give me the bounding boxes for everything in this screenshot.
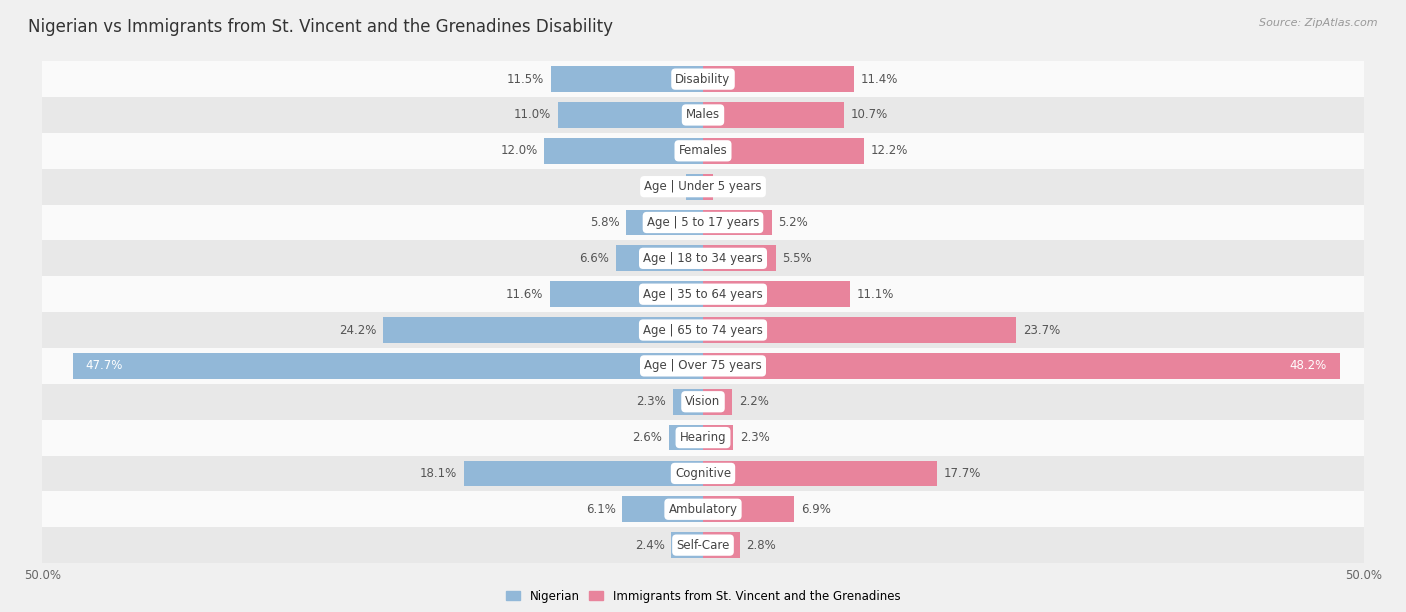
Text: 5.2%: 5.2% xyxy=(779,216,808,229)
Bar xyxy=(42,312,1364,348)
Text: 23.7%: 23.7% xyxy=(1022,324,1060,337)
Text: 47.7%: 47.7% xyxy=(86,359,124,372)
Text: 0.79%: 0.79% xyxy=(720,180,758,193)
Bar xyxy=(42,97,1364,133)
Text: 48.2%: 48.2% xyxy=(1289,359,1327,372)
Bar xyxy=(42,169,1364,204)
Bar xyxy=(703,245,776,271)
Text: Ambulatory: Ambulatory xyxy=(668,503,738,516)
Text: Disability: Disability xyxy=(675,73,731,86)
Text: Nigerian vs Immigrants from St. Vincent and the Grenadines Disability: Nigerian vs Immigrants from St. Vincent … xyxy=(28,18,613,36)
Text: 11.5%: 11.5% xyxy=(508,73,544,86)
Bar xyxy=(703,282,849,307)
Bar xyxy=(42,241,1364,276)
Text: 18.1%: 18.1% xyxy=(420,467,457,480)
Text: 17.7%: 17.7% xyxy=(943,467,981,480)
Bar xyxy=(42,384,1364,420)
Bar xyxy=(686,174,703,200)
Bar xyxy=(42,61,1364,97)
Bar xyxy=(703,174,713,200)
Text: 5.8%: 5.8% xyxy=(591,216,620,229)
Bar xyxy=(551,66,703,92)
Bar xyxy=(42,420,1364,455)
Text: 2.3%: 2.3% xyxy=(740,431,769,444)
Bar xyxy=(703,138,865,164)
Bar xyxy=(42,276,1364,312)
Text: 6.6%: 6.6% xyxy=(579,252,609,265)
Text: 12.0%: 12.0% xyxy=(501,144,537,157)
Bar xyxy=(73,353,703,379)
Text: Self-Care: Self-Care xyxy=(676,539,730,551)
Text: Cognitive: Cognitive xyxy=(675,467,731,480)
Bar xyxy=(703,102,845,128)
Text: 6.1%: 6.1% xyxy=(586,503,616,516)
Text: Age | 65 to 74 years: Age | 65 to 74 years xyxy=(643,324,763,337)
Bar xyxy=(42,527,1364,563)
Text: Hearing: Hearing xyxy=(679,431,727,444)
Text: Source: ZipAtlas.com: Source: ZipAtlas.com xyxy=(1260,18,1378,28)
Bar xyxy=(42,348,1364,384)
Text: 2.4%: 2.4% xyxy=(634,539,665,551)
Text: 11.0%: 11.0% xyxy=(513,108,551,121)
Bar xyxy=(42,204,1364,241)
Text: 5.5%: 5.5% xyxy=(782,252,811,265)
Bar xyxy=(626,209,703,236)
Bar xyxy=(616,245,703,271)
Bar xyxy=(671,532,703,558)
Bar xyxy=(550,282,703,307)
Bar xyxy=(464,460,703,487)
Text: 11.1%: 11.1% xyxy=(856,288,894,300)
Text: 11.6%: 11.6% xyxy=(506,288,543,300)
Bar xyxy=(672,389,703,415)
Text: 1.3%: 1.3% xyxy=(650,180,679,193)
Text: 2.8%: 2.8% xyxy=(747,539,776,551)
Text: 11.4%: 11.4% xyxy=(860,73,897,86)
Text: 10.7%: 10.7% xyxy=(851,108,889,121)
Text: Vision: Vision xyxy=(685,395,721,408)
Bar xyxy=(623,496,703,522)
Text: 24.2%: 24.2% xyxy=(339,324,377,337)
Bar xyxy=(703,353,1340,379)
Text: 2.2%: 2.2% xyxy=(738,395,769,408)
Text: Age | Over 75 years: Age | Over 75 years xyxy=(644,359,762,372)
Text: 2.3%: 2.3% xyxy=(637,395,666,408)
Text: Age | 5 to 17 years: Age | 5 to 17 years xyxy=(647,216,759,229)
Bar xyxy=(42,455,1364,491)
Text: Age | Under 5 years: Age | Under 5 years xyxy=(644,180,762,193)
Bar xyxy=(384,317,703,343)
Bar xyxy=(544,138,703,164)
Text: 2.6%: 2.6% xyxy=(633,431,662,444)
Bar xyxy=(703,66,853,92)
Text: Age | 35 to 64 years: Age | 35 to 64 years xyxy=(643,288,763,300)
Legend: Nigerian, Immigrants from St. Vincent and the Grenadines: Nigerian, Immigrants from St. Vincent an… xyxy=(501,585,905,607)
Bar xyxy=(703,317,1017,343)
Bar xyxy=(42,491,1364,527)
Bar xyxy=(703,460,936,487)
Text: Females: Females xyxy=(679,144,727,157)
Bar xyxy=(669,425,703,450)
Text: Age | 18 to 34 years: Age | 18 to 34 years xyxy=(643,252,763,265)
Bar xyxy=(703,389,733,415)
Text: Males: Males xyxy=(686,108,720,121)
Bar xyxy=(703,496,794,522)
Bar xyxy=(703,425,734,450)
Text: 12.2%: 12.2% xyxy=(870,144,908,157)
Bar xyxy=(703,532,740,558)
Bar xyxy=(703,209,772,236)
Bar xyxy=(558,102,703,128)
Text: 6.9%: 6.9% xyxy=(801,503,831,516)
Bar xyxy=(42,133,1364,169)
